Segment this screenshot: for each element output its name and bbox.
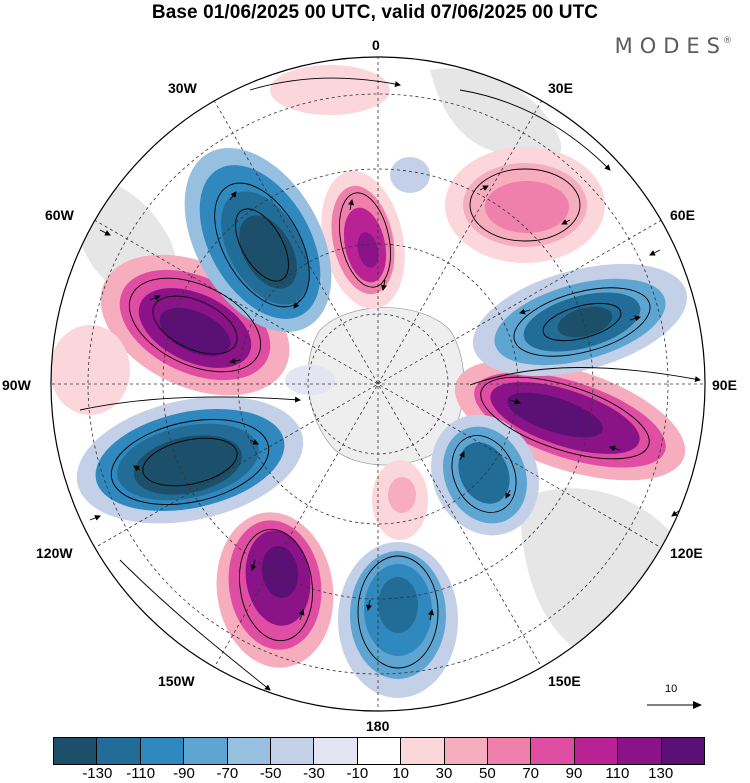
- colorbar-tick-label: -50: [259, 765, 282, 782]
- map-boundary: [50, 56, 706, 712]
- map-field: [51, 57, 705, 711]
- colorbar-swatch-8: [401, 738, 445, 764]
- anomaly-negative-1: [184, 148, 332, 332]
- lon-label-120e: 120E: [670, 545, 703, 561]
- colorbar-tick-label: 130: [648, 765, 674, 782]
- colorbar-swatch-14: [661, 738, 705, 764]
- lon-label-90e: 90E: [712, 377, 737, 393]
- colorbar-tick-label: -90: [173, 765, 195, 782]
- anomaly-negative-3: [76, 396, 304, 524]
- anomaly-positive-3: [445, 147, 605, 263]
- lon-label-30e: 30E: [548, 80, 573, 96]
- lon-label-0: 0: [372, 37, 380, 53]
- colorbar-tick-label: -30: [303, 765, 325, 782]
- colorbar-swatch-11: [531, 738, 575, 764]
- graticule: [51, 57, 705, 711]
- reference-vector-arrow: [647, 701, 702, 709]
- colorbar-swatch-3: [184, 738, 228, 764]
- lon-label-150w: 150W: [158, 673, 195, 689]
- lon-label-180: 180: [366, 718, 390, 734]
- colorbar-tick-label: -10: [346, 765, 369, 782]
- colorbar-tick-label: -130: [82, 765, 113, 782]
- brand-logo: MODES®: [615, 34, 736, 58]
- colorbar-swatch-9: [444, 738, 489, 764]
- colorbar-swatch-12: [574, 738, 619, 764]
- anomaly-negative-6: [390, 157, 430, 193]
- anomaly-negative-7: [285, 365, 335, 395]
- lon-label-150e: 150E: [548, 673, 581, 689]
- anomaly-positive-7: [270, 65, 390, 115]
- colorbar-tick-label: -70: [216, 765, 239, 782]
- colorbar-tick-label: 110: [605, 765, 630, 782]
- colorbar-swatch-4: [227, 738, 272, 764]
- registered-mark: ®: [723, 36, 732, 46]
- colorbar-tick-label: 50: [478, 765, 496, 782]
- brand-name: MODES: [614, 34, 727, 58]
- anomaly-positive-8: [51, 325, 130, 415]
- anomaly-positive-5: [216, 512, 334, 668]
- lon-label-60e: 60E: [670, 207, 695, 223]
- lon-label-60w: 60W: [45, 207, 74, 223]
- anomaly-negative-5: [338, 542, 458, 698]
- anomaly-positive-2: [321, 171, 405, 309]
- colorbar-tick-label: 10: [392, 765, 409, 782]
- reference-vector-label: 10: [665, 683, 678, 695]
- lon-label-90w: 90W: [2, 377, 31, 393]
- colorbar: [53, 737, 705, 765]
- anomaly-positive-4: [454, 359, 686, 481]
- land-africa: [430, 68, 562, 160]
- colorbar-tick-label: 70: [522, 765, 539, 782]
- colorbar-swatch-6: [314, 738, 358, 764]
- colorbar-tick-label: 30: [435, 765, 453, 782]
- colorbar-swatch-10: [488, 738, 532, 764]
- colorbar-swatch-7: [357, 738, 402, 764]
- colorbar-tick-label: -110: [126, 765, 156, 782]
- chart-title: Base 01/06/2025 00 UTC, valid 07/06/2025…: [151, 2, 599, 23]
- colorbar-tick-label: 90: [565, 765, 583, 782]
- colorbar-swatch-13: [618, 738, 662, 764]
- lon-label-30w: 30W: [168, 80, 197, 96]
- anomaly-negative-2: [472, 263, 688, 377]
- lon-label-120w: 120W: [36, 545, 73, 561]
- colorbar-swatch-5: [271, 738, 315, 764]
- wind-arrows: [89, 185, 681, 621]
- colorbar-swatch-0: [54, 738, 98, 764]
- colorbar-swatch-2: [140, 738, 185, 764]
- colorbar-swatch-1: [97, 738, 141, 764]
